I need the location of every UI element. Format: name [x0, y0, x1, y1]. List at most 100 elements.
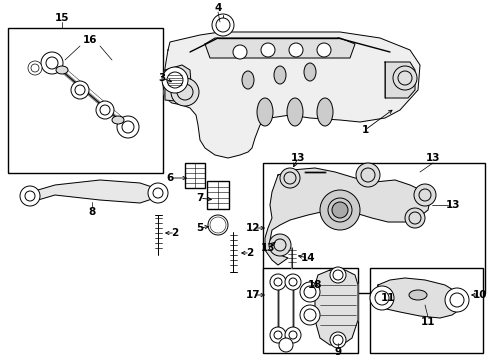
Circle shape — [153, 188, 163, 198]
Circle shape — [71, 81, 89, 99]
Text: 9: 9 — [334, 347, 341, 357]
Circle shape — [269, 274, 285, 290]
Circle shape — [319, 190, 359, 230]
Polygon shape — [25, 180, 160, 203]
Circle shape — [360, 168, 374, 182]
Circle shape — [285, 327, 301, 343]
Text: 16: 16 — [82, 35, 97, 45]
Text: 2: 2 — [246, 248, 253, 258]
Circle shape — [273, 331, 282, 339]
Circle shape — [288, 331, 296, 339]
Circle shape — [280, 168, 299, 188]
Circle shape — [213, 220, 223, 230]
Text: 14: 14 — [300, 253, 315, 263]
Circle shape — [31, 64, 39, 72]
Circle shape — [327, 198, 351, 222]
Bar — [206, 181, 228, 209]
Circle shape — [167, 72, 183, 88]
Circle shape — [332, 335, 342, 345]
Circle shape — [316, 43, 330, 57]
Circle shape — [232, 45, 246, 59]
Bar — [369, 268, 482, 353]
Ellipse shape — [56, 66, 68, 74]
Text: 13: 13 — [260, 243, 275, 253]
Circle shape — [288, 43, 303, 57]
Text: 17: 17 — [245, 290, 260, 300]
Circle shape — [413, 184, 435, 206]
Circle shape — [269, 327, 285, 343]
Circle shape — [261, 43, 274, 57]
Bar — [263, 268, 357, 353]
Polygon shape — [163, 32, 419, 158]
Circle shape — [331, 202, 347, 218]
Ellipse shape — [316, 98, 332, 126]
Circle shape — [418, 189, 430, 201]
Circle shape — [304, 309, 315, 321]
Circle shape — [449, 293, 463, 307]
Text: 15: 15 — [55, 13, 69, 23]
Polygon shape — [204, 38, 354, 58]
Circle shape — [273, 239, 285, 251]
Bar — [184, 162, 204, 188]
Ellipse shape — [257, 98, 272, 126]
Circle shape — [397, 71, 411, 85]
Polygon shape — [314, 270, 357, 345]
Circle shape — [355, 163, 379, 187]
Polygon shape — [264, 168, 429, 265]
Circle shape — [408, 212, 420, 224]
Bar — [263, 163, 484, 293]
Circle shape — [212, 14, 234, 36]
Text: 10: 10 — [472, 290, 486, 300]
Circle shape — [329, 332, 346, 348]
Text: 13: 13 — [290, 153, 305, 163]
Text: 1: 1 — [361, 125, 368, 135]
Circle shape — [284, 172, 295, 184]
Text: 8: 8 — [88, 207, 96, 217]
Circle shape — [117, 116, 139, 138]
Circle shape — [404, 208, 424, 228]
Circle shape — [279, 338, 292, 352]
Circle shape — [122, 121, 134, 133]
Circle shape — [25, 191, 35, 201]
Circle shape — [216, 18, 229, 32]
Circle shape — [444, 288, 468, 312]
Text: 13: 13 — [425, 153, 439, 163]
Polygon shape — [374, 278, 464, 318]
Circle shape — [96, 101, 114, 119]
Circle shape — [374, 291, 388, 305]
Ellipse shape — [408, 290, 426, 300]
Circle shape — [332, 270, 342, 280]
Text: 7: 7 — [196, 193, 203, 203]
Ellipse shape — [242, 71, 253, 89]
Circle shape — [46, 57, 58, 69]
Circle shape — [162, 67, 187, 93]
Text: 6: 6 — [166, 173, 173, 183]
Bar — [8, 28, 163, 173]
Circle shape — [369, 286, 393, 310]
Ellipse shape — [304, 63, 315, 81]
Text: 13: 13 — [445, 200, 459, 210]
Circle shape — [148, 183, 168, 203]
Circle shape — [304, 286, 315, 298]
Text: 18: 18 — [307, 280, 322, 290]
Circle shape — [299, 305, 319, 325]
Text: 12: 12 — [245, 223, 260, 233]
Circle shape — [299, 282, 319, 302]
Circle shape — [209, 217, 225, 233]
Text: 11: 11 — [420, 317, 434, 327]
Circle shape — [28, 61, 42, 75]
Circle shape — [392, 66, 416, 90]
Circle shape — [100, 105, 110, 115]
Circle shape — [288, 278, 296, 286]
Text: 4: 4 — [214, 3, 221, 13]
Polygon shape — [384, 62, 414, 98]
Circle shape — [20, 186, 40, 206]
Text: 5: 5 — [196, 223, 203, 233]
Circle shape — [329, 267, 346, 283]
Circle shape — [177, 84, 193, 100]
Polygon shape — [164, 65, 192, 102]
Ellipse shape — [112, 116, 124, 124]
Circle shape — [285, 274, 301, 290]
Circle shape — [41, 52, 63, 74]
Circle shape — [268, 234, 290, 256]
